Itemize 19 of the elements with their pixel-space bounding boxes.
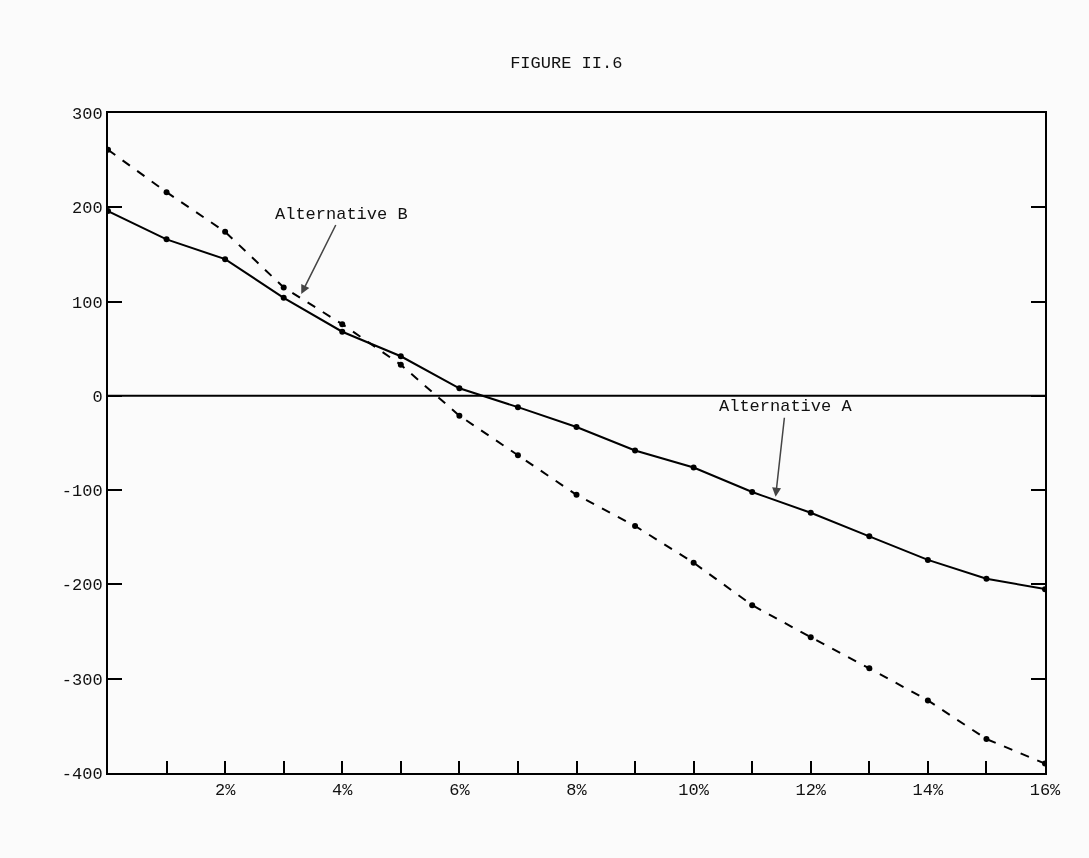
y-tick-label: -300 — [61, 670, 103, 690]
x-tick-label: 4% — [332, 781, 354, 801]
y-tick-label: -400 — [61, 764, 103, 784]
x-tick-label: 2% — [214, 781, 237, 801]
y-tick-label: 100 — [71, 293, 103, 313]
y-tick-label: -200 — [61, 576, 103, 596]
chart-title: FIGURE II.6 — [510, 53, 623, 73]
y-tick-label: 200 — [71, 199, 103, 219]
x-tick-label: 12% — [795, 781, 827, 801]
x-tick-label: 10% — [678, 781, 710, 801]
x-tick-label: 6% — [449, 781, 471, 801]
y-tick-label: -100 — [61, 482, 103, 502]
y-tick-label: 0 — [92, 387, 103, 407]
x-tick-label: 16% — [1029, 781, 1062, 801]
y-tick-label: 300 — [71, 104, 103, 124]
x-tick-label: 8% — [566, 781, 588, 801]
x-tick-label: 14% — [912, 781, 944, 801]
annotation: Alternative A — [719, 397, 853, 416]
annotation: Alternative B — [275, 205, 408, 224]
